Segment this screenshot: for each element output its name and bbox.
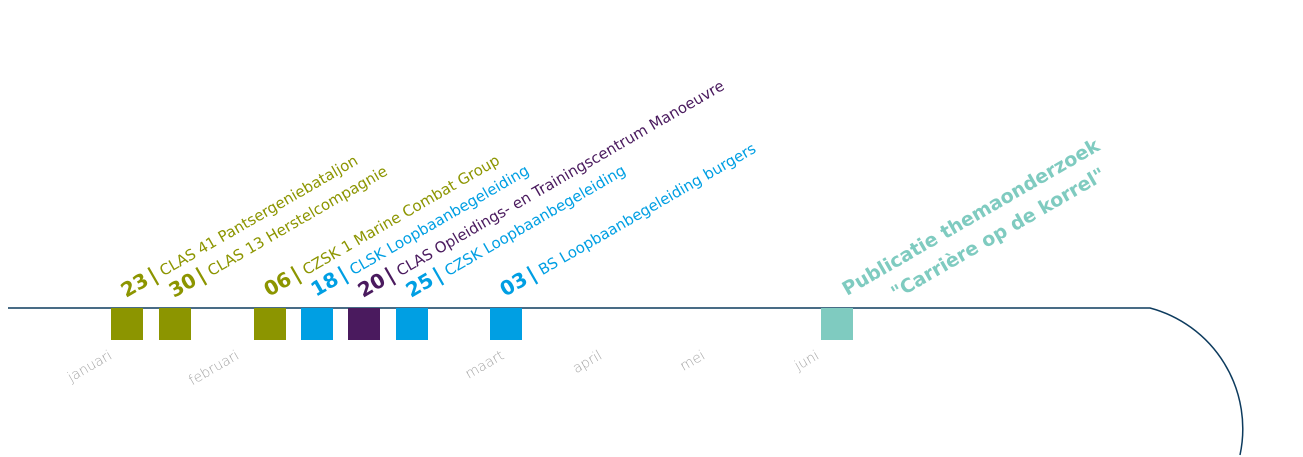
month-label-februari: februari	[186, 348, 242, 390]
month-label-april: april	[570, 348, 605, 377]
event-marker-18	[301, 308, 333, 340]
event-marker-25	[396, 308, 428, 340]
month-labels: januari februari maart april mei juni	[64, 348, 822, 390]
month-label-juni: juni	[791, 348, 822, 375]
publication-marker	[821, 308, 853, 340]
timeline-line	[8, 307, 1244, 456]
event-marker-06	[254, 308, 286, 340]
event-markers	[111, 308, 853, 340]
publication-label: Publicatie themaonderzoek"Carrière op de…	[839, 134, 1110, 304]
event-marker-03	[490, 308, 522, 340]
publication-title: Publicatie themaonderzoek	[839, 134, 1104, 300]
event-marker-23	[111, 308, 143, 340]
event-marker-30	[159, 308, 191, 340]
event-marker-20	[348, 308, 380, 340]
month-label-januari: januari	[64, 348, 115, 387]
month-label-maart: maart	[463, 348, 507, 383]
month-label-mei: mei	[677, 348, 708, 375]
